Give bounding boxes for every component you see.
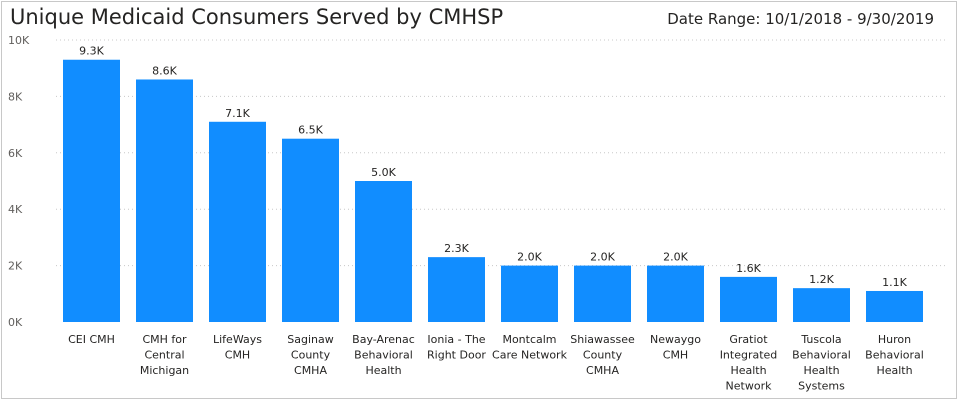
x-tick-label-line: Central — [144, 349, 184, 362]
x-tick-label: Newaygo CMH — [650, 333, 701, 362]
x-tick-label: Bay-Arenac Behavioral Health — [352, 333, 415, 377]
bar — [355, 181, 412, 322]
data-label: 6.5K — [298, 124, 323, 137]
x-tick-label-line: County — [583, 349, 623, 362]
x-tick-label-line: CMHA — [586, 364, 619, 377]
data-label: 7.1K — [225, 107, 250, 120]
x-tick-label-line: Network — [726, 380, 773, 393]
date-range-label: Date Range: 10/1/2018 - 9/30/2019 — [667, 10, 934, 28]
x-tick-label-line: Newaygo — [650, 333, 701, 346]
x-tick-label-line: County — [291, 349, 331, 362]
x-tick-label: Huron Behavioral Health — [865, 333, 924, 377]
bar — [866, 290, 923, 322]
chart-title: Unique Medicaid Consumers Served by CMHS… — [10, 5, 504, 29]
bar — [63, 59, 120, 323]
x-tick-label-line: Behavioral — [792, 349, 851, 362]
x-tick-label-line: Health — [730, 364, 766, 377]
x-tick-label-line: Health — [876, 364, 912, 377]
bar — [209, 121, 266, 322]
y-tick-label: 10K — [8, 34, 30, 47]
data-label: 8.6K — [152, 64, 177, 77]
x-tick-label-line: Integrated — [720, 349, 778, 362]
y-tick-label: 0K — [8, 316, 23, 329]
bar — [501, 265, 558, 322]
x-tick-label: Ionia - The Right Door — [427, 333, 486, 362]
x-tick-label: Tuscola Behavioral Health Systems — [792, 333, 851, 393]
x-tick-label-line: CMHA — [294, 364, 327, 377]
x-tick-label-line: Health — [803, 364, 839, 377]
bar — [793, 288, 850, 322]
x-tick-label: Shiawassee County CMHA — [570, 333, 635, 377]
data-label: 2.0K — [590, 251, 615, 264]
data-label: 1.6K — [736, 262, 761, 275]
x-tick-label-line: Michigan — [140, 364, 189, 377]
x-tick-label-line: Health — [365, 364, 401, 377]
data-label: 1.2K — [809, 273, 834, 286]
data-label: 1.1K — [882, 276, 907, 289]
data-label: 5.0K — [371, 166, 396, 179]
x-tick-label: CMH for Central Michigan — [140, 333, 189, 377]
bar — [428, 257, 485, 322]
x-tick-label-line: Care Network — [492, 349, 568, 362]
x-tick-label: Montcalm Care Network — [492, 333, 568, 362]
x-tick-label-line: Systems — [798, 380, 845, 393]
bar — [282, 138, 339, 322]
x-tick-label-line: CMH — [663, 349, 688, 362]
bar — [136, 79, 193, 322]
x-tick-label: CEI CMH — [68, 333, 115, 346]
x-tick-label-line: Behavioral — [354, 349, 413, 362]
x-tick-label-line: Montcalm — [502, 333, 556, 346]
x-tick-label-line: Ionia - The — [427, 333, 485, 346]
x-tick-label-line: Right Door — [427, 349, 486, 362]
x-tick-label-line: Behavioral — [865, 349, 924, 362]
bar — [720, 276, 777, 322]
data-label: 2.0K — [517, 251, 542, 264]
x-tick-label-line: CMH — [225, 349, 250, 362]
x-tick-label-line: CEI CMH — [68, 333, 115, 346]
x-tick-label-line: Tuscola — [800, 333, 841, 346]
y-tick-label: 2K — [8, 260, 23, 273]
x-tick-label-line: Saginaw — [287, 333, 333, 346]
x-tick-label-line: Shiawassee — [570, 333, 635, 346]
y-tick-label: 6K — [8, 147, 23, 160]
bar — [647, 265, 704, 322]
x-tick-label: LifeWays CMH — [213, 333, 262, 362]
x-tick-label-line: CMH for — [142, 333, 187, 346]
x-tick-label-line: Gratiot — [729, 333, 768, 346]
x-tick-label-line: Bay-Arenac — [352, 333, 415, 346]
x-tick-label: Saginaw County CMHA — [287, 333, 333, 377]
data-label: 2.0K — [663, 251, 688, 264]
data-label: 9.3K — [79, 45, 104, 58]
x-tick-label-line: Huron — [878, 333, 911, 346]
data-label: 2.3K — [444, 242, 469, 255]
bar — [574, 265, 631, 322]
y-tick-label: 4K — [8, 203, 23, 216]
x-tick-label: Gratiot Integrated Health Network — [720, 333, 778, 393]
y-tick-label: 8K — [8, 90, 23, 103]
x-tick-label-line: LifeWays — [213, 333, 262, 346]
